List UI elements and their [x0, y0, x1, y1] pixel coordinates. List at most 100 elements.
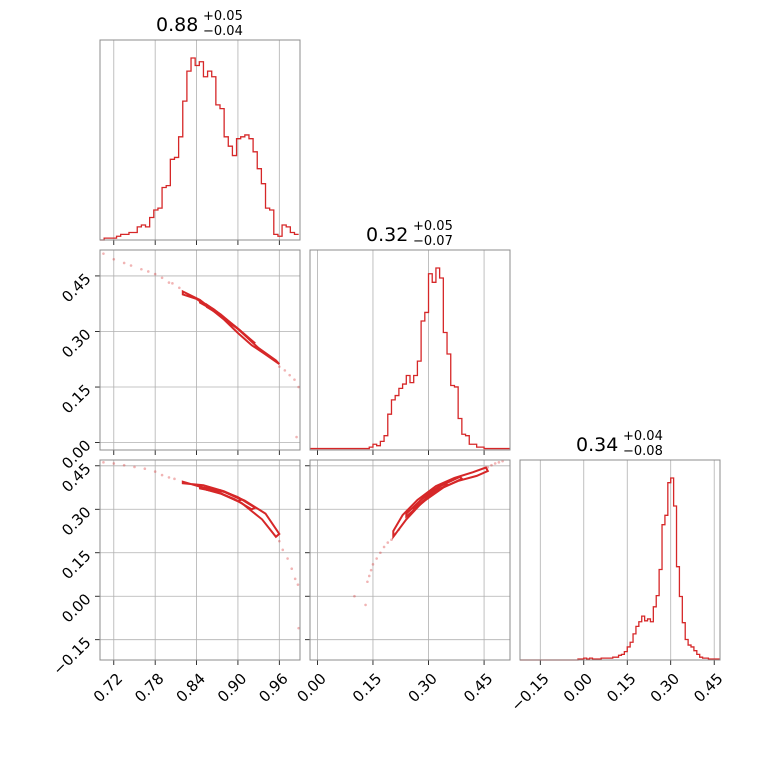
panel-title-minus: −0.04	[203, 24, 243, 39]
contour-level-3	[205, 486, 244, 503]
panel-title-value: 0.32	[366, 224, 408, 246]
scatter-point	[501, 459, 504, 463]
scatter-point	[146, 270, 150, 273]
panel-2-1: 0.00 0.15 0.30 0.45	[293, 459, 511, 706]
x-tick-label: 0.84	[173, 670, 209, 706]
panel-0-0: 0.88 +0.05−0.04	[99, 9, 301, 245]
scatter-point	[293, 577, 297, 581]
contour-level-3	[205, 302, 243, 333]
panel-frame	[99, 249, 301, 451]
scatter-point	[497, 461, 501, 464]
scatter-point	[129, 264, 133, 267]
scatter-point	[386, 541, 390, 544]
scatter-point	[382, 545, 386, 549]
scatter-point	[493, 462, 497, 465]
panel-title-value: 0.88	[156, 14, 198, 36]
scatter-point	[167, 281, 171, 284]
contour-level-1	[392, 466, 490, 540]
x-tick-label: 0.30	[647, 670, 683, 706]
x-tick-label: 0.90	[214, 670, 250, 706]
scatter-point	[490, 463, 493, 467]
x-tick-label: 0.45	[690, 670, 726, 706]
x-tick-label: −0.15	[507, 670, 552, 715]
scatter-point	[379, 551, 382, 555]
scatter-point	[171, 282, 174, 285]
scatter-point	[178, 286, 181, 290]
scatter-point	[153, 272, 157, 276]
x-tick-label: 0.00	[560, 670, 596, 706]
panel-title-plus: +0.05	[413, 219, 453, 234]
scatter-point	[296, 583, 300, 586]
panel-frame	[99, 459, 301, 661]
histogram-line	[100, 57, 299, 241]
y-tick-label: 0.30	[58, 503, 94, 539]
panel-title-plus: +0.05	[203, 9, 243, 24]
scatter-point	[102, 252, 105, 256]
histogram-line	[520, 477, 720, 661]
scatter-point	[140, 267, 143, 271]
contour-level-2	[405, 475, 464, 519]
panel-title-plus: +0.04	[623, 429, 663, 444]
y-tick-label: 0.15	[58, 381, 94, 417]
y-tick-label: 0.30	[58, 325, 94, 361]
scatter-point	[160, 276, 164, 280]
contour-level-3	[412, 481, 449, 512]
panel-2-0: 0.72 0.78 0.84 0.90 0.96−0.150.000.150.300.4…	[49, 459, 301, 706]
scatter-point	[288, 373, 291, 377]
y-tick-label: 0.00	[58, 590, 94, 626]
scatter-point	[375, 557, 378, 560]
scatter-point	[390, 538, 393, 542]
panel-frame	[309, 249, 511, 451]
panel-title-minus: −0.08	[623, 444, 663, 459]
scatter-point	[353, 594, 356, 598]
scatter-point	[160, 473, 164, 477]
scatter-point	[366, 580, 369, 584]
scatter-point	[297, 385, 300, 389]
panel-1-0: 0.000.150.300.45	[58, 249, 301, 473]
scatter-point	[369, 568, 373, 572]
scatter-point	[102, 461, 105, 464]
panel-frame	[519, 459, 721, 661]
x-tick-label: 0.15	[603, 670, 639, 706]
x-tick-label: 0.72	[90, 670, 126, 706]
panel-frame	[99, 39, 301, 241]
contour-level-1	[181, 289, 281, 365]
x-tick-label: 0.78	[131, 670, 167, 706]
panel-title-minus: −0.07	[413, 234, 453, 249]
scatter-point	[371, 563, 375, 566]
scatter-point	[278, 539, 281, 543]
scatter-point	[293, 378, 296, 381]
scatter-point	[153, 470, 157, 473]
x-tick-label: 0.45	[460, 670, 496, 706]
scatter-point	[278, 365, 281, 368]
scatter-point	[297, 626, 300, 630]
scatter-point	[167, 476, 171, 479]
y-tick-label: 0.15	[58, 547, 94, 583]
scatter-point	[281, 548, 285, 552]
scatter-point	[122, 261, 126, 265]
histogram-line	[310, 267, 510, 450]
scatter-point	[143, 467, 147, 470]
x-tick-label: 0.30	[405, 670, 441, 706]
x-tick-label: 0.15	[349, 670, 385, 706]
y-tick-label: 0.45	[58, 270, 94, 306]
scatter-point	[133, 465, 136, 469]
scatter-point	[295, 435, 298, 439]
panel-2-2: 0.34 +0.04−0.08 −0.15 0.00 0.15 0.30 0.45	[507, 429, 726, 715]
panel-title-value: 0.34	[576, 434, 618, 456]
scatter-point	[367, 574, 371, 578]
x-tick-label: 0.96	[255, 670, 291, 706]
panel-frame	[309, 459, 511, 661]
scatter-point	[290, 567, 294, 570]
scatter-point	[286, 557, 289, 560]
scatter-point	[173, 477, 176, 481]
scatter-point	[364, 603, 367, 607]
y-tick-label: −0.15	[49, 634, 94, 679]
scatter-point	[283, 369, 287, 372]
scatter-point	[122, 463, 126, 467]
scatter-point	[112, 257, 116, 261]
scatter-point	[112, 462, 116, 465]
panel-1-1: 0.32 +0.05−0.07	[309, 219, 511, 455]
x-tick-label: 0.00	[293, 670, 329, 706]
